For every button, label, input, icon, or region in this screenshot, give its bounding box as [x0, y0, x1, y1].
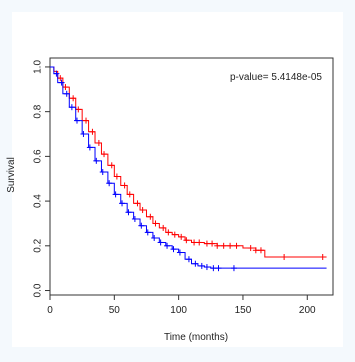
censor-mark: [170, 246, 177, 253]
censor-mark: [192, 260, 199, 267]
x-tick-label: 200: [299, 305, 316, 316]
censor-mark: [101, 151, 108, 158]
x-tick-label: 50: [109, 305, 121, 316]
censor-mark: [131, 215, 138, 222]
censor-mark: [220, 242, 227, 249]
censor-mark: [198, 262, 205, 269]
censor-mark: [62, 84, 69, 91]
censor-mark: [58, 79, 65, 86]
censor-mark: [139, 207, 146, 214]
x-tick-label: 0: [47, 305, 53, 316]
censor-mark: [157, 239, 164, 246]
plot-panel: [12, 12, 343, 347]
censor-mark: [53, 70, 60, 77]
censor-mark: [144, 229, 151, 236]
censor-mark: [121, 182, 128, 189]
censor-mark: [233, 242, 240, 249]
censor-mark: [57, 75, 64, 82]
censor-mark: [89, 128, 96, 135]
x-axis-label: Time (months): [164, 332, 228, 343]
censor-mark: [203, 240, 210, 247]
censor-mark: [171, 231, 178, 238]
censor-mark: [215, 265, 222, 272]
x-tick-label: 100: [170, 305, 187, 316]
y-tick-label: 0.2: [33, 238, 44, 252]
censor-mark: [183, 237, 190, 244]
y-tick-label: 1.0: [33, 60, 44, 74]
y-tick-label: 0.6: [33, 149, 44, 163]
censor-mark: [203, 264, 210, 271]
censor-mark: [106, 180, 113, 187]
plot-frame: [49, 57, 334, 296]
censor-mark: [112, 191, 119, 198]
censor-mark: [160, 224, 167, 231]
censor-mark: [214, 242, 221, 249]
censor-mark: [257, 247, 264, 254]
censor-mark: [281, 253, 288, 260]
censor-mark: [178, 233, 185, 240]
censor-mark: [319, 253, 326, 260]
censor-mark: [70, 95, 77, 102]
plot-layer: 0 50 100 150 200 0.0 0.2 0.4 0.6 0.8 1.0: [33, 57, 334, 316]
censor-mark: [74, 117, 81, 124]
y-tick-label: 0.0: [33, 283, 44, 297]
censor-mark: [176, 249, 183, 256]
censor-mark: [83, 117, 90, 124]
censor-mark: [113, 173, 120, 180]
x-tick-label: 150: [235, 305, 252, 316]
censor-mark: [152, 220, 159, 227]
censor-mark: [227, 242, 234, 249]
censor-mark: [185, 256, 192, 263]
censor-mark: [147, 213, 154, 220]
censor-mark: [230, 265, 237, 272]
censor-mark: [95, 139, 102, 146]
censor-mark: [119, 200, 126, 207]
censor-mark: [210, 265, 217, 272]
censor-mark: [151, 234, 158, 241]
censor-mark: [252, 247, 259, 254]
censor-mark: [63, 90, 70, 97]
censor-mark: [93, 157, 100, 164]
censor-mark: [126, 191, 133, 198]
censor-mark: [196, 239, 203, 246]
censor-mark: [80, 131, 87, 138]
censor-mark: [138, 222, 145, 229]
y-axis-label: Survival: [6, 157, 17, 193]
censor-mark: [191, 239, 198, 246]
censor-mark: [99, 169, 106, 176]
censor-mark: [247, 245, 254, 252]
p-value-annotation: p-value= 5.4148e-05: [230, 72, 322, 83]
y-tick-label: 0.4: [33, 194, 44, 208]
censor-mark: [68, 104, 75, 111]
censor-mark: [165, 229, 172, 236]
censor-mark: [209, 240, 216, 247]
censor-mark: [134, 200, 141, 207]
censor-mark: [164, 242, 171, 249]
censor-mark: [125, 209, 132, 216]
y-tick-label: 0.8: [33, 104, 44, 118]
censor-mark: [86, 144, 93, 151]
censor-mark: [75, 106, 82, 113]
censor-mark: [108, 162, 115, 169]
